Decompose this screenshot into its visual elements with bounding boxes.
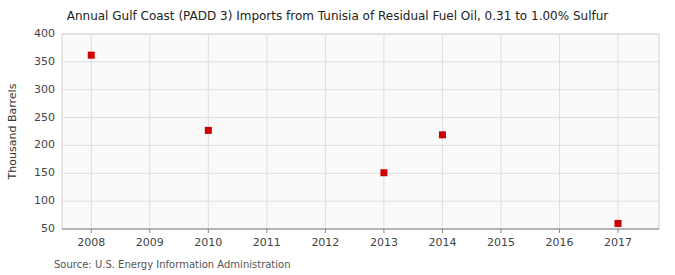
x-grid-line bbox=[618, 34, 619, 229]
y-grid-line bbox=[62, 89, 659, 90]
y-tick-label: 50 bbox=[41, 222, 55, 235]
x-tick-label: 2012 bbox=[311, 236, 339, 249]
y-grid-line bbox=[62, 117, 659, 118]
plot-area bbox=[62, 34, 659, 229]
x-tick-mark bbox=[325, 229, 326, 233]
x-grid-line bbox=[559, 34, 560, 229]
axes: 50 100 150 200 250 300 350 400 2008 2009 2010 2011 2… bbox=[34, 27, 659, 249]
x-tick-label: 2013 bbox=[370, 236, 398, 249]
point bbox=[380, 169, 387, 176]
x-grid-line bbox=[149, 34, 150, 229]
x-tick-mark bbox=[149, 229, 150, 233]
point bbox=[205, 127, 212, 134]
background bbox=[0, 0, 675, 275]
x-grid-line bbox=[266, 34, 267, 229]
x-tick-label: 2015 bbox=[487, 236, 515, 249]
y-axis-label: Thousand Barrels bbox=[6, 83, 19, 180]
x-tick-label: 2010 bbox=[194, 236, 222, 249]
y-grid-line bbox=[62, 229, 659, 230]
y-tick-label: 400 bbox=[34, 27, 55, 40]
chart-svg: 50 100 150 200 250 300 350 400 2008 2009 2010 2011 2… bbox=[0, 0, 675, 275]
x-tick-mark bbox=[618, 229, 619, 233]
y-tick-label: 100 bbox=[34, 194, 55, 207]
grid bbox=[62, 34, 659, 229]
point bbox=[439, 131, 446, 138]
y-tick-label: 250 bbox=[34, 111, 55, 124]
y-grid-line bbox=[62, 173, 659, 174]
x-grid-line bbox=[91, 34, 92, 229]
x-tick-label: 2014 bbox=[428, 236, 456, 249]
y-grid-line bbox=[62, 201, 659, 202]
y-tick-label: 300 bbox=[34, 83, 55, 96]
x-axis-line bbox=[62, 229, 659, 230]
x-tick-label: 2017 bbox=[604, 236, 632, 249]
title: Annual Gulf Coast (PADD 3) Imports from … bbox=[67, 9, 609, 23]
source-note: Source: U.S. Energy Information Administ… bbox=[54, 259, 291, 270]
x-tick-label: 2016 bbox=[546, 236, 574, 249]
y-tick-label: 200 bbox=[34, 138, 55, 151]
x-grid-line bbox=[325, 34, 326, 229]
chart-container: 50 100 150 200 250 300 350 400 2008 2009 2010 2011 2… bbox=[0, 0, 675, 275]
y-grid-line bbox=[62, 61, 659, 62]
y-grid-line bbox=[62, 34, 659, 35]
x-tick-mark bbox=[266, 229, 267, 233]
y-tick-label: 350 bbox=[34, 55, 55, 68]
x-tick-label: 2009 bbox=[136, 236, 164, 249]
points bbox=[88, 52, 622, 227]
point bbox=[615, 220, 622, 227]
x-tick-mark bbox=[383, 229, 384, 233]
x-tick-mark bbox=[500, 229, 501, 233]
point bbox=[88, 52, 95, 59]
x-grid-line bbox=[383, 34, 384, 229]
x-grid-line bbox=[500, 34, 501, 229]
y-tick-label: 150 bbox=[34, 166, 55, 179]
y-grid-line bbox=[62, 145, 659, 146]
x-tick-mark bbox=[442, 229, 443, 233]
x-tick-mark bbox=[559, 229, 560, 233]
x-tick-mark bbox=[91, 229, 92, 233]
x-tick-label: 2008 bbox=[77, 236, 105, 249]
x-tick-label: 2011 bbox=[253, 236, 281, 249]
x-tick-mark bbox=[208, 229, 209, 233]
